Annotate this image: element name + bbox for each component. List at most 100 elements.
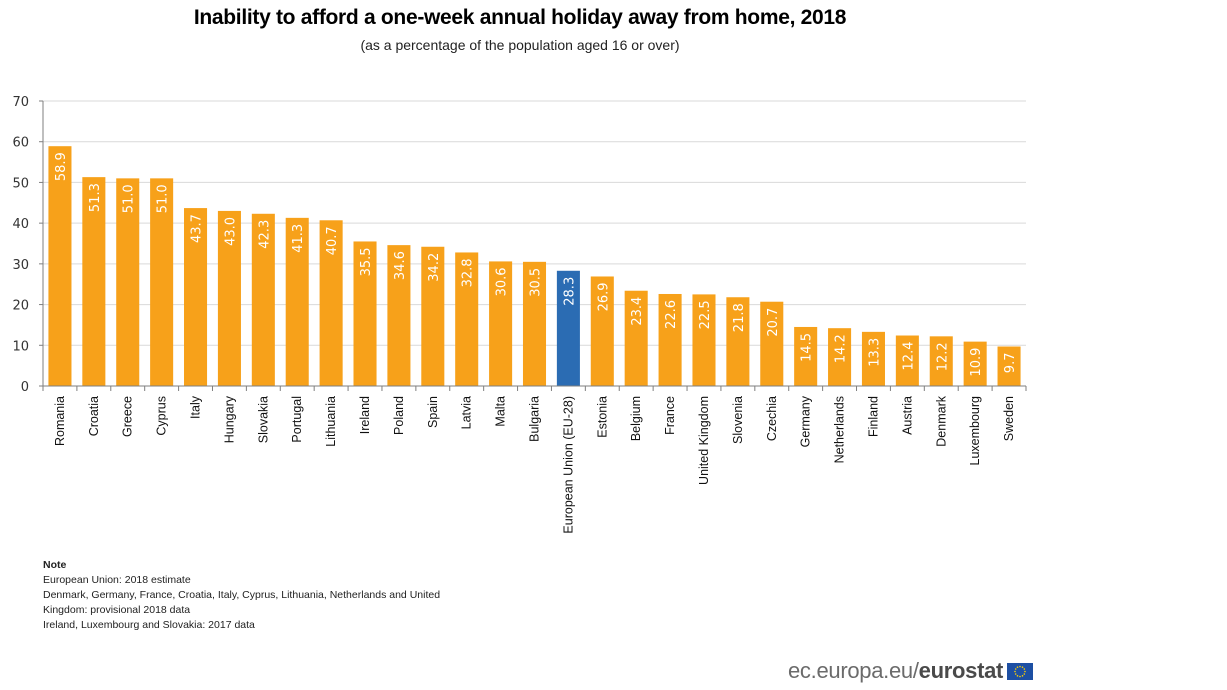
x-category-label: Greece — [121, 396, 135, 437]
footer-brand: eurostat — [918, 658, 1004, 683]
x-category-label: Germany — [799, 395, 813, 447]
bar-luxembourg — [963, 341, 987, 386]
bar-netherlands — [828, 328, 852, 386]
bar-poland — [387, 245, 411, 386]
flag-star — [1016, 674, 1019, 677]
x-category-label: Latvia — [460, 396, 474, 429]
bar-value-label: 23.4 — [630, 297, 645, 326]
y-tick-label: 20 — [12, 299, 29, 314]
bar-austria — [895, 335, 919, 386]
y-axis-ticks: 0 10 20 30 40 50 60 70 — [12, 95, 43, 395]
bar-value-label: 9.7 — [1003, 353, 1018, 374]
chart-subtitle: (as a percentage of the population aged … — [360, 37, 680, 53]
x-category-label: European Union (EU-28) — [561, 396, 575, 534]
bar-sweden — [997, 346, 1021, 386]
footer-site: ec.europa.eu/ — [788, 658, 919, 683]
flag-star — [1014, 672, 1017, 675]
bar-spain — [421, 246, 445, 386]
x-category-label: Denmark — [934, 395, 948, 446]
x-category-label: Portugal — [290, 396, 304, 443]
note-block: Note European Union: 2018 estimate Denma… — [43, 558, 440, 633]
y-tick-label: 30 — [12, 258, 29, 273]
bar-bulgaria — [522, 261, 547, 386]
bar-slovenia — [726, 297, 750, 386]
x-category-label: Malta — [494, 396, 508, 427]
bar-latvia — [455, 252, 479, 386]
y-tick-label: 70 — [12, 95, 29, 110]
bar-finland — [861, 331, 885, 386]
y-tick-label: 50 — [12, 176, 29, 191]
bar-value-label: 40.7 — [325, 226, 340, 255]
x-axis-labels: Romania Croatia Greece Cyprus Italy Hungary Sl… — [53, 395, 1016, 533]
x-category-label: Cyprus — [155, 396, 169, 436]
bar-slovakia — [251, 213, 275, 386]
flag-star — [1021, 665, 1024, 668]
flag-star — [1014, 667, 1017, 670]
bar-italy — [184, 208, 208, 386]
flag-star — [1023, 667, 1026, 670]
x-category-label: Slovenia — [731, 396, 745, 444]
x-category-label: Austria — [900, 396, 914, 435]
x-category-label: Spain — [426, 396, 440, 428]
bar-value-label: 13.3 — [867, 338, 882, 367]
bar-value-label: 21.8 — [732, 303, 747, 332]
bar-czechia — [760, 301, 784, 386]
bar-value-label: 42.3 — [257, 220, 272, 249]
x-category-label: Slovakia — [256, 396, 270, 443]
bar-value-label: 51.0 — [156, 184, 171, 213]
bar-belgium — [624, 290, 648, 386]
bar-value-label: 22.6 — [664, 300, 679, 329]
y-tick-label: 0 — [21, 380, 29, 395]
bar-value-label: 14.5 — [800, 333, 815, 362]
x-category-label: Ireland — [358, 396, 372, 434]
flag-star — [1021, 674, 1024, 677]
bar-value-label: 20.7 — [766, 308, 781, 337]
flag-star — [1019, 675, 1021, 677]
flag-star — [1024, 670, 1026, 672]
bar-value-label: 51.3 — [88, 183, 103, 212]
y-tick-label: 10 — [12, 339, 29, 354]
bar-value-label: 34.2 — [427, 253, 442, 282]
bar-chart: 0 10 20 30 40 50 60 70 58.9 51.3 51.0 51.0 43.7 43.0… — [12, 95, 1027, 534]
bar-value-label: 41.3 — [291, 224, 306, 253]
x-category-label: Bulgaria — [528, 396, 542, 442]
x-category-label: Sweden — [1002, 396, 1016, 441]
flag-star — [1014, 670, 1016, 672]
x-category-label: Croatia — [87, 396, 101, 436]
bar-value-label: 22.5 — [698, 300, 713, 329]
x-category-label: Luxembourg — [968, 396, 982, 466]
x-category-label: Estonia — [595, 396, 609, 438]
bar-value-label: 58.9 — [54, 152, 69, 181]
note-line: European Union: 2018 estimate — [43, 574, 191, 586]
x-category-label: Netherlands — [833, 396, 847, 463]
x-category-label: Hungary — [222, 395, 236, 443]
x-category-label: Italy — [189, 395, 203, 419]
x-category-label: United Kingdom — [697, 396, 711, 485]
bar-value-label: 14.2 — [834, 334, 849, 363]
bar-lithuania — [319, 220, 343, 386]
bar-value-label: 12.4 — [901, 342, 916, 371]
note-title: Note — [43, 559, 67, 571]
bar-malta — [489, 261, 513, 386]
x-category-label: Romania — [53, 396, 67, 446]
bar-france — [658, 293, 682, 386]
bar-value-label: 10.9 — [969, 348, 984, 377]
bar-germany — [794, 326, 818, 386]
bar-value-label: 26.9 — [596, 282, 611, 311]
bar-value-label: 51.0 — [122, 184, 137, 213]
bar-value-label: 32.8 — [461, 258, 476, 287]
x-category-label: Belgium — [629, 396, 643, 441]
bar-value-label: 28.3 — [562, 277, 577, 306]
bar-denmark — [929, 336, 953, 386]
bar-value-label: 34.6 — [393, 251, 408, 280]
y-tick-label: 60 — [12, 136, 29, 151]
eurostat-footer[interactable]: ec.europa.eu/ eurostat — [788, 658, 1034, 684]
x-axis — [42, 101, 1027, 391]
bar-united-kingdom — [692, 294, 716, 386]
bars: 58.9 51.3 51.0 51.0 43.7 43.0 42.3 41.3 40.7 35.5… — [48, 146, 1021, 386]
bar-hungary — [217, 210, 241, 386]
bar-greece — [116, 178, 140, 386]
bar-estonia — [590, 276, 614, 386]
bar-croatia — [82, 177, 106, 386]
x-category-label: France — [663, 396, 677, 435]
